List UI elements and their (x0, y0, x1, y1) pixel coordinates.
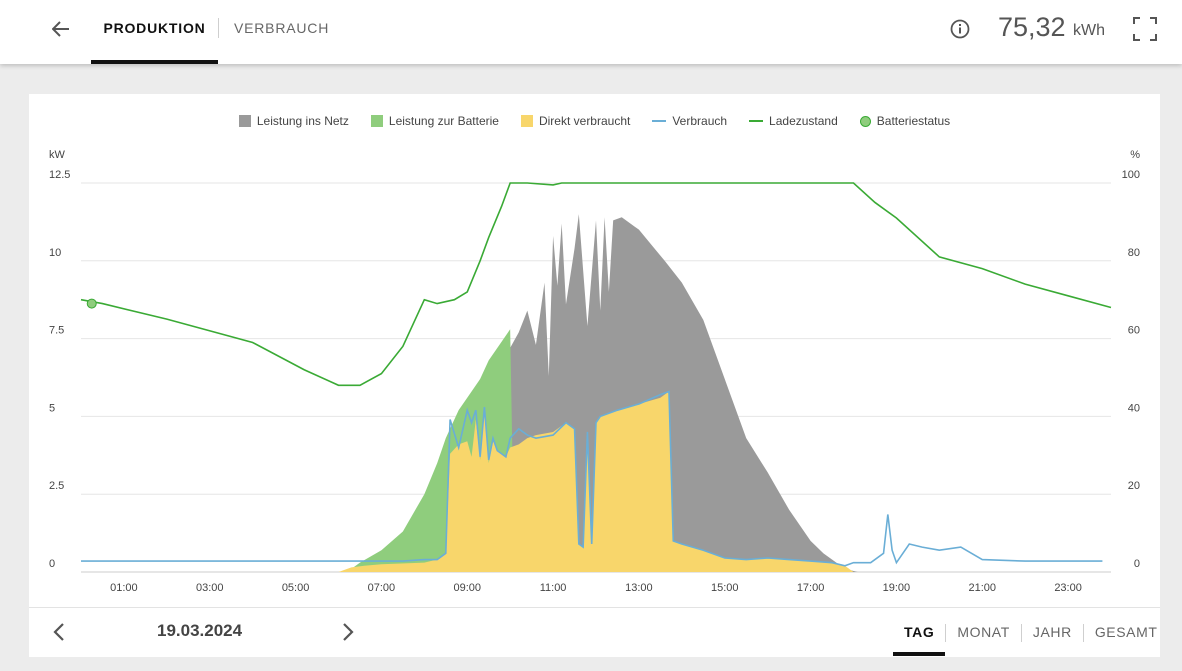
legend-label: Batteriestatus (876, 114, 951, 128)
legend-label: Verbrauch (672, 114, 728, 128)
energy-chart: 0 0 2.5 20 5 40 7.5 60 10 80 12.5 100 kW % 01:00 03:00 0… (49, 149, 1140, 594)
y-left-tick-label: 10 (49, 247, 61, 259)
period-tab-monat[interactable]: MONAT (946, 616, 1021, 656)
tab-verbrauch-label: VERBRAUCH (234, 20, 330, 36)
y-right-tick-label: 60 (1128, 325, 1140, 337)
x-tick-label: 11:00 (540, 582, 567, 594)
arrow-left-icon (52, 21, 69, 37)
y-left-tick-label: 2.5 (49, 480, 64, 492)
fullscreen-icon (1133, 17, 1157, 41)
tab-verbrauch[interactable]: VERBRAUCH (234, 0, 329, 64)
period-divider (1020, 624, 1022, 642)
legend-dot-swatch (859, 115, 871, 127)
legend-swatch (238, 115, 251, 127)
legend-label: Leistung ins Netz (256, 114, 349, 128)
y-left-tick-label: 7.5 (49, 325, 64, 337)
x-tick-label: 23:00 (1054, 582, 1082, 594)
period-tab-tag[interactable]: TAG (893, 616, 946, 656)
period-tab-gesamt-label: GESAMT (1094, 624, 1158, 640)
x-tick-label: 17:00 (797, 582, 825, 594)
legend-label: Leistung zur Batterie (388, 114, 499, 128)
fullscreen-button[interactable] (1132, 16, 1158, 42)
period-tab-tag-label: TAG (904, 624, 935, 640)
x-tick-label: 07:00 (368, 582, 396, 594)
x-tick-label: 19:00 (883, 582, 911, 594)
y-right-tick-label: 80 (1128, 247, 1140, 259)
y-right-unit-label: % (1130, 149, 1140, 161)
legend-swatch (370, 115, 383, 127)
series-line-verbrauch (81, 390, 1103, 567)
period-tab-jahr[interactable]: JAHR (1022, 616, 1083, 656)
period-divider (945, 624, 947, 642)
y-left-tick-label: 5 (49, 402, 55, 414)
tab-produktion-label: PRODUKTION (103, 20, 206, 36)
period-divider (1082, 624, 1084, 642)
period-tabs: TAG MONAT JAHR GESAMT (893, 616, 1169, 656)
period-tab-jahr-label: JAHR (1032, 624, 1072, 640)
previous-day-button[interactable] (46, 617, 72, 647)
legend-line-swatch (749, 120, 764, 122)
footer-divider (29, 607, 1160, 608)
legend-item[interactable]: Verbrauch (652, 112, 727, 130)
total-energy-unit: kWh (1073, 22, 1105, 39)
back-button[interactable] (44, 12, 78, 46)
chart-legend: Leistung ins Netz Leistung zur Batterie Di… (29, 112, 1160, 130)
legend-item[interactable]: Ladezustand (749, 112, 838, 130)
legend-swatch (520, 115, 533, 127)
legend-item[interactable]: Leistung zur Batterie (370, 112, 499, 130)
x-tick-label: 21:00 (968, 582, 996, 594)
series-line-ladezustand (80, 182, 1112, 387)
date-label[interactable]: 19.03.2024 (157, 621, 243, 640)
y-right-tick-label: 0 (1134, 558, 1140, 570)
legend-label: Direkt verbraucht (538, 114, 631, 128)
legend-line-swatch (652, 120, 667, 122)
next-day-button[interactable] (335, 617, 361, 647)
x-tick-label: 01:00 (110, 582, 138, 594)
x-tick-label: 05:00 (282, 582, 310, 594)
legend-item[interactable]: Batteriestatus (859, 112, 951, 130)
series-area-leistung-ins-netz (81, 214, 1111, 572)
y-right-tick-label: 20 (1128, 480, 1140, 492)
info-icon (950, 19, 970, 39)
period-tab-gesamt[interactable]: GESAMT (1084, 616, 1169, 656)
y-left-unit-label: kW (49, 149, 66, 161)
x-tick-label: 15:00 (711, 582, 739, 594)
x-tick-label: 03:00 (196, 582, 224, 594)
tab-produktion[interactable]: PRODUKTION (91, 0, 218, 64)
info-button[interactable] (949, 18, 971, 40)
legend-item[interactable]: Direkt verbraucht (520, 112, 631, 130)
chevron-left-icon (53, 623, 64, 641)
series-area-direkt-verbraucht (81, 391, 1111, 572)
period-tab-monat-label: MONAT (957, 624, 1010, 640)
x-tick-label: 09:00 (453, 582, 481, 594)
battery-status-marker (86, 298, 97, 309)
chevron-right-icon (343, 623, 354, 641)
x-tick-label: 13:00 (625, 582, 653, 594)
y-right-tick-label: 40 (1128, 402, 1140, 414)
y-left-tick-label: 0 (49, 558, 55, 570)
tab-divider (218, 18, 219, 38)
y-left-tick-label: 12.5 (49, 169, 70, 181)
total-energy-value: 75,32 (998, 12, 1066, 42)
legend-item[interactable]: Leistung ins Netz (238, 112, 349, 130)
y-right-tick-label: 100 (1122, 169, 1140, 181)
top-bar: PRODUKTION VERBRAUCH 75,32 kWh (0, 0, 1182, 64)
active-tab-indicator (91, 60, 218, 64)
legend-label: Ladezustand (769, 114, 838, 128)
chart-card: Leistung ins Netz Leistung zur Batterie Di… (29, 94, 1160, 657)
